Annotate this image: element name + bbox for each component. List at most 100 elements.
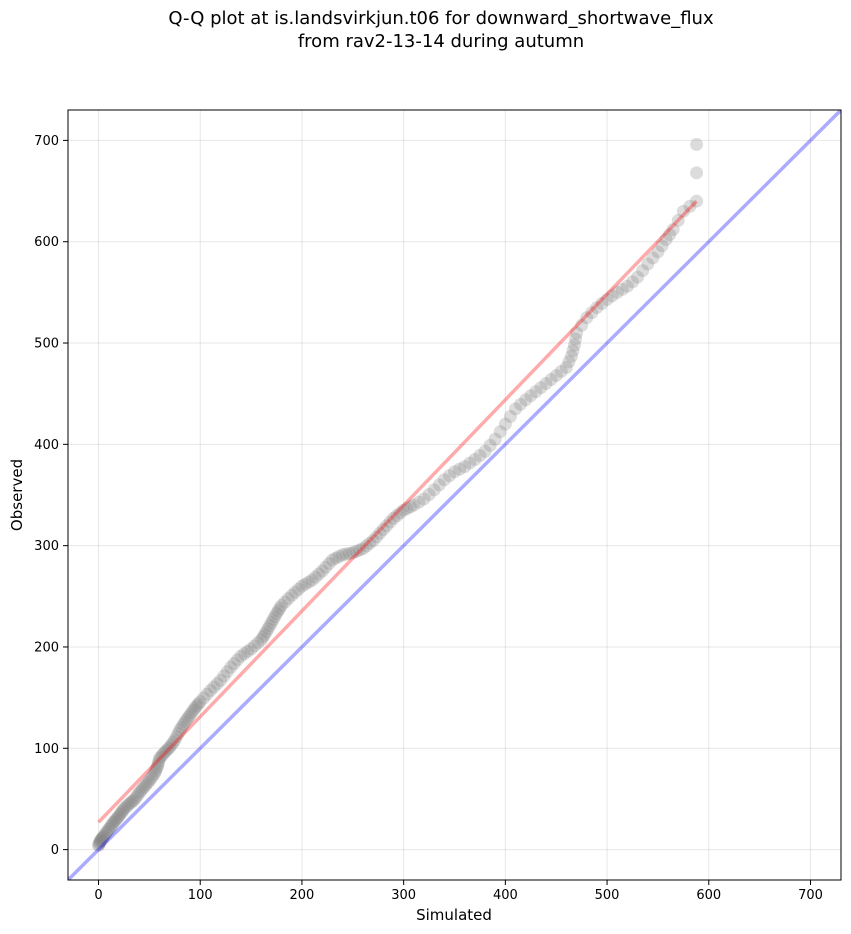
scatter-point bbox=[197, 691, 211, 705]
scatter-point bbox=[113, 807, 127, 821]
scatter-point bbox=[180, 713, 194, 727]
x-tick-label: 100 bbox=[188, 888, 213, 903]
scatter-point bbox=[483, 438, 497, 452]
scatter-point bbox=[407, 498, 421, 512]
scatter-point bbox=[288, 585, 302, 599]
scatter-point bbox=[183, 708, 197, 722]
scatter-point bbox=[488, 432, 502, 446]
scatter-point bbox=[305, 573, 319, 587]
scatter-point bbox=[590, 301, 604, 315]
scatter-point bbox=[186, 703, 200, 717]
scatter-point bbox=[231, 653, 245, 667]
scatter-point bbox=[247, 639, 261, 653]
x-tick-label: 300 bbox=[391, 888, 416, 903]
scatter-point bbox=[227, 657, 241, 671]
scatter-point bbox=[154, 749, 168, 763]
grid-lines bbox=[68, 110, 841, 880]
scatter-point bbox=[278, 595, 292, 609]
plot-frame bbox=[67, 109, 842, 881]
scatter-point bbox=[203, 684, 217, 698]
scatter-point bbox=[322, 557, 336, 571]
scatter-point bbox=[192, 697, 206, 711]
scatter-point bbox=[468, 453, 482, 467]
scatter-point bbox=[620, 279, 634, 293]
scatter-point bbox=[503, 409, 517, 423]
scatter-point bbox=[346, 546, 360, 560]
scatter-point bbox=[188, 701, 202, 715]
scatter-point bbox=[442, 469, 456, 483]
scatter-point bbox=[366, 534, 380, 548]
scatter-point bbox=[254, 633, 268, 647]
scatter-point bbox=[103, 821, 117, 835]
scatter-point bbox=[690, 194, 704, 208]
scatter-point bbox=[220, 665, 234, 679]
scatter-point bbox=[448, 465, 461, 479]
scatter-point bbox=[92, 839, 106, 853]
scatter-point bbox=[566, 344, 580, 358]
scatter-point bbox=[181, 710, 195, 724]
scatter-point bbox=[146, 769, 160, 783]
y-tick-label: 700 bbox=[34, 134, 59, 149]
scatter-point bbox=[373, 526, 387, 540]
scatter-point bbox=[478, 444, 492, 458]
y-tick-label: 200 bbox=[34, 640, 59, 655]
scatter-point bbox=[114, 806, 128, 820]
scatter-point bbox=[159, 744, 173, 758]
y-tick-label: 400 bbox=[34, 438, 59, 453]
scatter-point bbox=[610, 285, 624, 299]
scatter-point bbox=[241, 644, 255, 658]
scatter-point bbox=[102, 822, 116, 836]
scatter-point bbox=[275, 598, 289, 612]
scatter-point bbox=[390, 509, 404, 523]
scatter-point bbox=[493, 425, 507, 439]
scatter-point bbox=[149, 762, 163, 776]
scatter-point bbox=[400, 502, 414, 516]
scatter-point bbox=[93, 836, 107, 850]
y-axis-label: Observed bbox=[8, 459, 26, 531]
scatter-point bbox=[412, 495, 426, 509]
scatter-point bbox=[655, 239, 669, 253]
scatter-point bbox=[281, 592, 295, 606]
scatter-point bbox=[370, 530, 384, 544]
scatter-point bbox=[437, 473, 451, 487]
scatter-point bbox=[134, 784, 148, 798]
scatter-point bbox=[427, 483, 441, 497]
scatter-point bbox=[285, 588, 299, 602]
scatter-point bbox=[263, 619, 277, 633]
scatter-point bbox=[564, 349, 578, 363]
y-tick-label: 100 bbox=[34, 742, 59, 757]
scatter-point bbox=[302, 575, 316, 589]
scatter-point bbox=[575, 318, 589, 332]
scatter-point bbox=[244, 642, 258, 656]
scatter-point bbox=[173, 723, 187, 737]
scatter-point bbox=[295, 579, 309, 593]
chart-title-line2: from rav2-13-14 during autumn bbox=[298, 31, 584, 52]
scatter-point bbox=[258, 627, 272, 641]
scatter-point bbox=[690, 166, 704, 180]
x-tick-label: 500 bbox=[595, 888, 620, 903]
scatter-point bbox=[108, 814, 122, 828]
scatter-point bbox=[554, 364, 568, 378]
scatter-point bbox=[131, 788, 145, 802]
scatter-point bbox=[158, 745, 172, 759]
scatter-point bbox=[156, 747, 170, 761]
scatter-point bbox=[105, 817, 119, 831]
scatter-point bbox=[562, 355, 576, 369]
scatter-point bbox=[259, 625, 273, 639]
scatter-point bbox=[568, 338, 582, 352]
scatter-point bbox=[119, 800, 133, 814]
scatter-point bbox=[544, 373, 558, 386]
scatter-point bbox=[671, 213, 685, 227]
scatter-point bbox=[207, 680, 221, 694]
scatter-point bbox=[264, 616, 278, 630]
scatter-point bbox=[453, 462, 467, 476]
scatter-point bbox=[166, 736, 180, 750]
scatter-point bbox=[124, 796, 138, 810]
scatter-point bbox=[422, 487, 436, 501]
scatter-point bbox=[376, 522, 390, 536]
axis-ticks: 0 100 200 300 400 500 600 700 0 100 200 300 400 500 60… bbox=[34, 134, 823, 903]
scatter-point bbox=[651, 245, 665, 259]
scatter-point bbox=[559, 360, 573, 374]
scatter-point bbox=[417, 492, 431, 506]
